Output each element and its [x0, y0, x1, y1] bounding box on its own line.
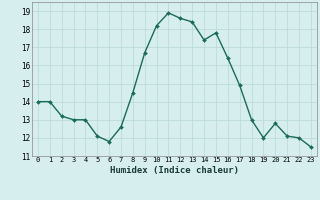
X-axis label: Humidex (Indice chaleur): Humidex (Indice chaleur): [110, 166, 239, 175]
